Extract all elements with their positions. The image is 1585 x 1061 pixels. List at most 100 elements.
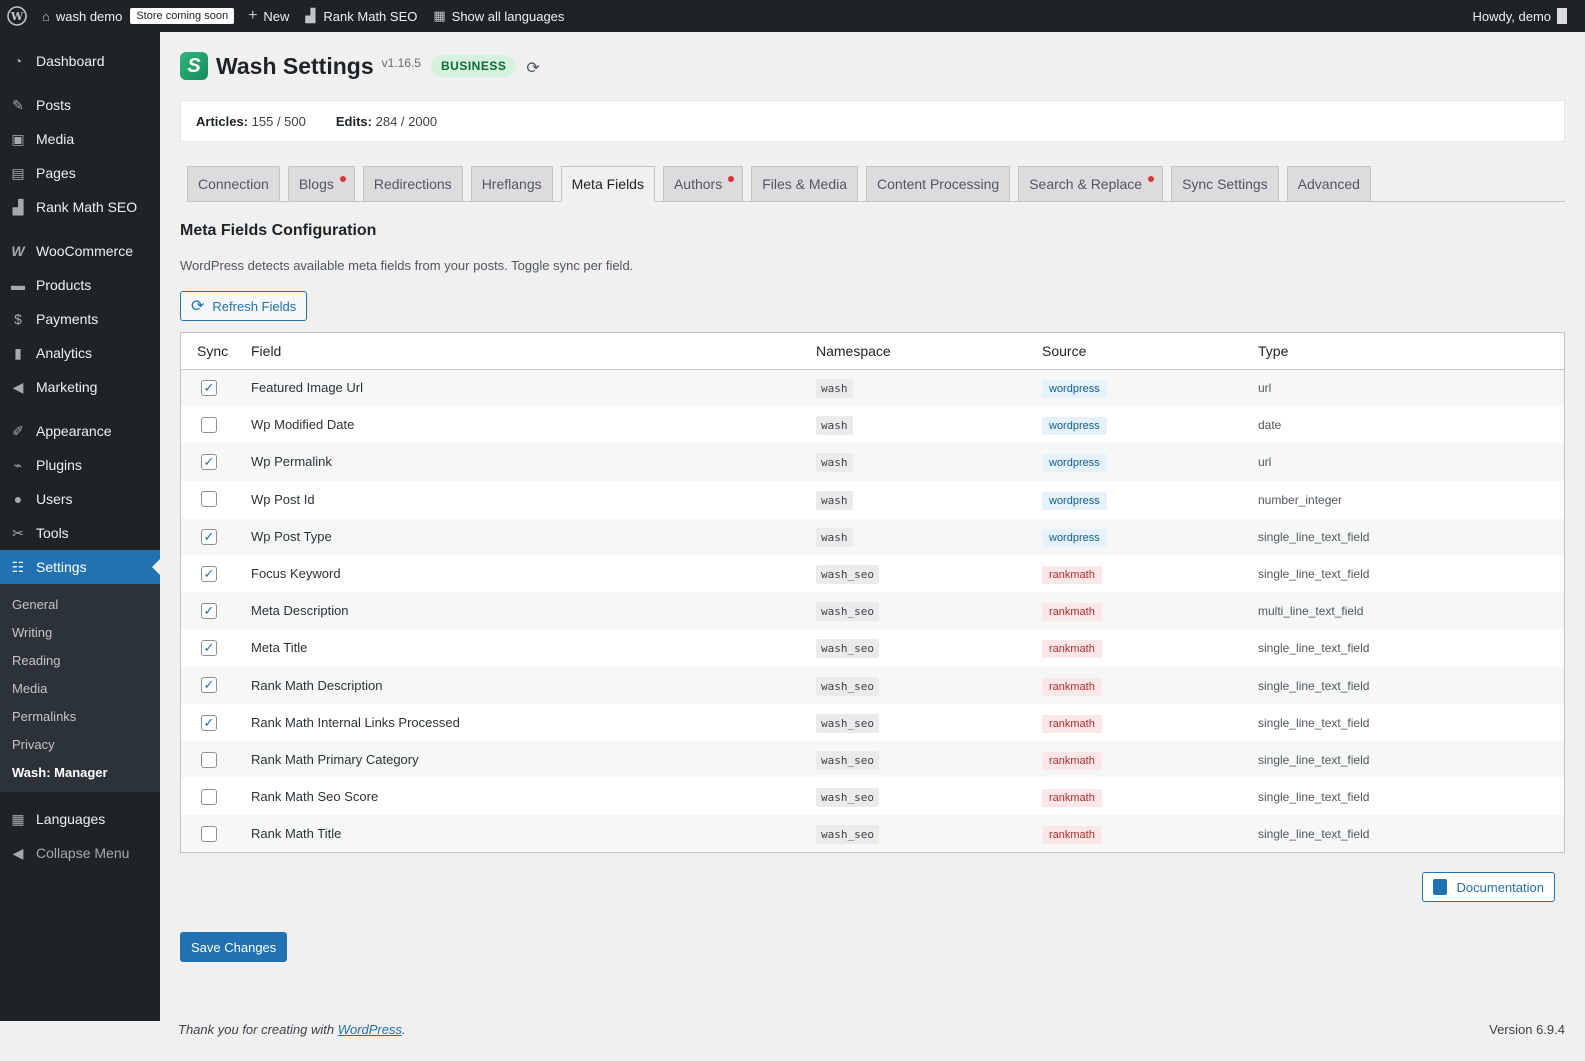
sync-cell bbox=[181, 481, 251, 518]
submenu-item-reading[interactable]: Reading bbox=[12, 652, 61, 668]
sync-checkbox[interactable] bbox=[201, 714, 217, 731]
refresh-icon[interactable]: ⟳ bbox=[526, 60, 540, 77]
wordpress-logo-icon[interactable]: W bbox=[0, 0, 34, 32]
sidebar-item-label: Plugins bbox=[36, 457, 82, 473]
submenu-item-writing[interactable]: Writing bbox=[12, 624, 53, 640]
tab-hreflangs[interactable]: Hreflangs bbox=[470, 166, 553, 202]
section-description: WordPress detects available meta fields … bbox=[180, 258, 634, 273]
sidebar-item-plugins[interactable]: ⌁ Plugins bbox=[0, 448, 160, 482]
submenu-item-media[interactable]: Media bbox=[12, 680, 48, 696]
documentation-button[interactable]: Documentation bbox=[1421, 872, 1555, 902]
table-row: Rank Math Primary Category wash_seo rankma… bbox=[181, 740, 1564, 779]
sync-checkbox[interactable] bbox=[201, 417, 217, 434]
refresh-icon: ⟳ bbox=[191, 298, 205, 315]
store-coming-soon-badge[interactable]: Store coming soon bbox=[130, 8, 235, 24]
sidebar-item-label: Media bbox=[36, 131, 75, 147]
sync-cell bbox=[181, 555, 251, 592]
namespace-tag: wash bbox=[816, 527, 853, 547]
tab-connection[interactable]: Connection bbox=[187, 166, 280, 202]
tab-label: Meta Fields bbox=[571, 176, 644, 192]
tab-content-processing[interactable]: Content Processing bbox=[866, 166, 1011, 202]
tab-authors[interactable]: Authors bbox=[662, 166, 744, 202]
sidebar-item-woocommerce[interactable]: W WooCommerce bbox=[0, 234, 160, 268]
tab-files-media[interactable]: Files & Media bbox=[751, 166, 859, 202]
settings-icon: ☷ bbox=[11, 558, 25, 575]
sync-checkbox[interactable] bbox=[201, 788, 217, 805]
source-badge: rankmath bbox=[1042, 603, 1102, 622]
sync-checkbox[interactable] bbox=[201, 826, 217, 843]
namespace-cell: wash bbox=[816, 406, 1042, 443]
submenu-item-privacy[interactable]: Privacy bbox=[12, 736, 55, 752]
submenu-item-permalinks[interactable]: Permalinks bbox=[12, 708, 77, 724]
sidebar-item-languages[interactable]: ▦ Languages bbox=[0, 802, 160, 836]
sidebar-item-users[interactable]: ● Users bbox=[0, 482, 160, 516]
type-label: single_line_text_field bbox=[1258, 641, 1370, 656]
new-content-link[interactable]: + New bbox=[240, 0, 297, 32]
sidebar-item-tools[interactable]: ✂ Tools bbox=[0, 516, 160, 550]
sync-checkbox[interactable] bbox=[201, 677, 217, 694]
sync-cell bbox=[181, 778, 251, 815]
account-menu[interactable]: Howdy, demo bbox=[1464, 0, 1585, 32]
chart-icon: ▟ bbox=[12, 198, 24, 215]
tab-advanced[interactable]: Advanced bbox=[1286, 166, 1371, 202]
tab-label: Search & Replace bbox=[1029, 176, 1143, 192]
sidebar-item-analytics[interactable]: ▮ Analytics bbox=[0, 336, 160, 370]
sidebar-item-rankmath[interactable]: ▟ Rank Math SEO bbox=[0, 190, 160, 224]
table-row: Meta Description wash_seo rankmath multi_li… bbox=[181, 592, 1564, 630]
rankmath-adminbar-link[interactable]: ▟ Rank Math SEO bbox=[297, 0, 425, 32]
thanks-suffix: . bbox=[402, 1022, 406, 1037]
sidebar-item-posts[interactable]: ✎ Posts bbox=[0, 88, 160, 122]
sidebar-item-payments[interactable]: $ Payments bbox=[0, 302, 160, 336]
languages-link[interactable]: ▦ Show all languages bbox=[425, 0, 572, 32]
type-cell: multi_line_text_field bbox=[1258, 592, 1564, 629]
sidebar-item-products[interactable]: ▬ Products bbox=[0, 268, 160, 302]
sync-checkbox[interactable] bbox=[201, 751, 217, 768]
tab-search-replace[interactable]: Search & Replace bbox=[1018, 166, 1164, 202]
submenu-item-general[interactable]: General bbox=[12, 596, 59, 612]
field-name: Rank Math Primary Category bbox=[251, 751, 419, 767]
type-cell: url bbox=[1258, 369, 1564, 406]
tab-redirections[interactable]: Redirections bbox=[362, 166, 463, 202]
submenu-item-wash-manager[interactable]: Wash: Manager bbox=[12, 764, 108, 780]
sidebar-item-dashboard[interactable]: ◔ Dashboard bbox=[0, 44, 160, 78]
field-name: Meta Title bbox=[251, 640, 308, 656]
save-changes-button[interactable]: Save Changes bbox=[180, 932, 288, 962]
avatar bbox=[1557, 8, 1567, 24]
namespace-tag: wash_seo bbox=[816, 639, 879, 659]
sync-checkbox[interactable] bbox=[201, 454, 217, 471]
tab-meta-fields[interactable]: Meta Fields bbox=[560, 166, 655, 202]
site-name-link[interactable]: ⌂ wash demo bbox=[34, 0, 130, 32]
sidebar-item-marketing[interactable]: ◀ Marketing bbox=[0, 370, 160, 404]
type-label: single_line_text_field bbox=[1258, 790, 1370, 805]
source-badge: rankmath bbox=[1042, 677, 1102, 696]
field-cell: Rank Math Primary Category bbox=[251, 741, 816, 778]
table-row: Meta Title wash_seo rankmath single_line_te… bbox=[181, 629, 1564, 666]
sidebar-item-label: Dashboard bbox=[36, 53, 105, 69]
table-row: Rank Math Title wash_seo rankmath single_li… bbox=[181, 815, 1564, 853]
namespace-cell: wash_seo bbox=[816, 741, 1042, 778]
languages-label: Show all languages bbox=[451, 8, 565, 24]
sync-checkbox[interactable] bbox=[201, 565, 217, 582]
source-badge: rankmath bbox=[1042, 714, 1102, 733]
sync-checkbox[interactable] bbox=[201, 528, 217, 545]
refresh-fields-button[interactable]: ⟳ Refresh Fields bbox=[180, 291, 308, 321]
source-badge: wordpress bbox=[1042, 528, 1107, 547]
tab-sync-settings[interactable]: Sync Settings bbox=[1171, 166, 1279, 202]
sync-checkbox[interactable] bbox=[201, 640, 217, 657]
sidebar-item-label: Users bbox=[36, 491, 73, 507]
field-name: Wp Modified Date bbox=[251, 417, 355, 433]
edits-label: Edits: bbox=[335, 113, 372, 129]
page-header: S Wash Settings v1.16.5 BUSINESS ⟳ bbox=[180, 50, 540, 82]
wordpress-link[interactable]: WordPress bbox=[337, 1022, 402, 1037]
collapse-menu-button[interactable]: ◀ Collapse Menu bbox=[0, 836, 160, 870]
sync-checkbox[interactable] bbox=[201, 491, 217, 508]
sidebar-item-pages[interactable]: ▤ Pages bbox=[0, 156, 160, 190]
sync-checkbox[interactable] bbox=[201, 603, 217, 619]
tab-blogs[interactable]: Blogs bbox=[287, 166, 355, 202]
sync-checkbox[interactable] bbox=[201, 380, 217, 397]
settings-tabs: Connection Blogs Redirections Hreflangs … bbox=[187, 166, 1565, 202]
field-cell: Wp Permalink bbox=[251, 443, 816, 480]
sidebar-item-media[interactable]: ▣ Media bbox=[0, 122, 160, 156]
sidebar-item-appearance[interactable]: ✐ Appearance bbox=[0, 414, 160, 448]
sidebar-item-settings[interactable]: ☷ Settings bbox=[0, 550, 160, 584]
